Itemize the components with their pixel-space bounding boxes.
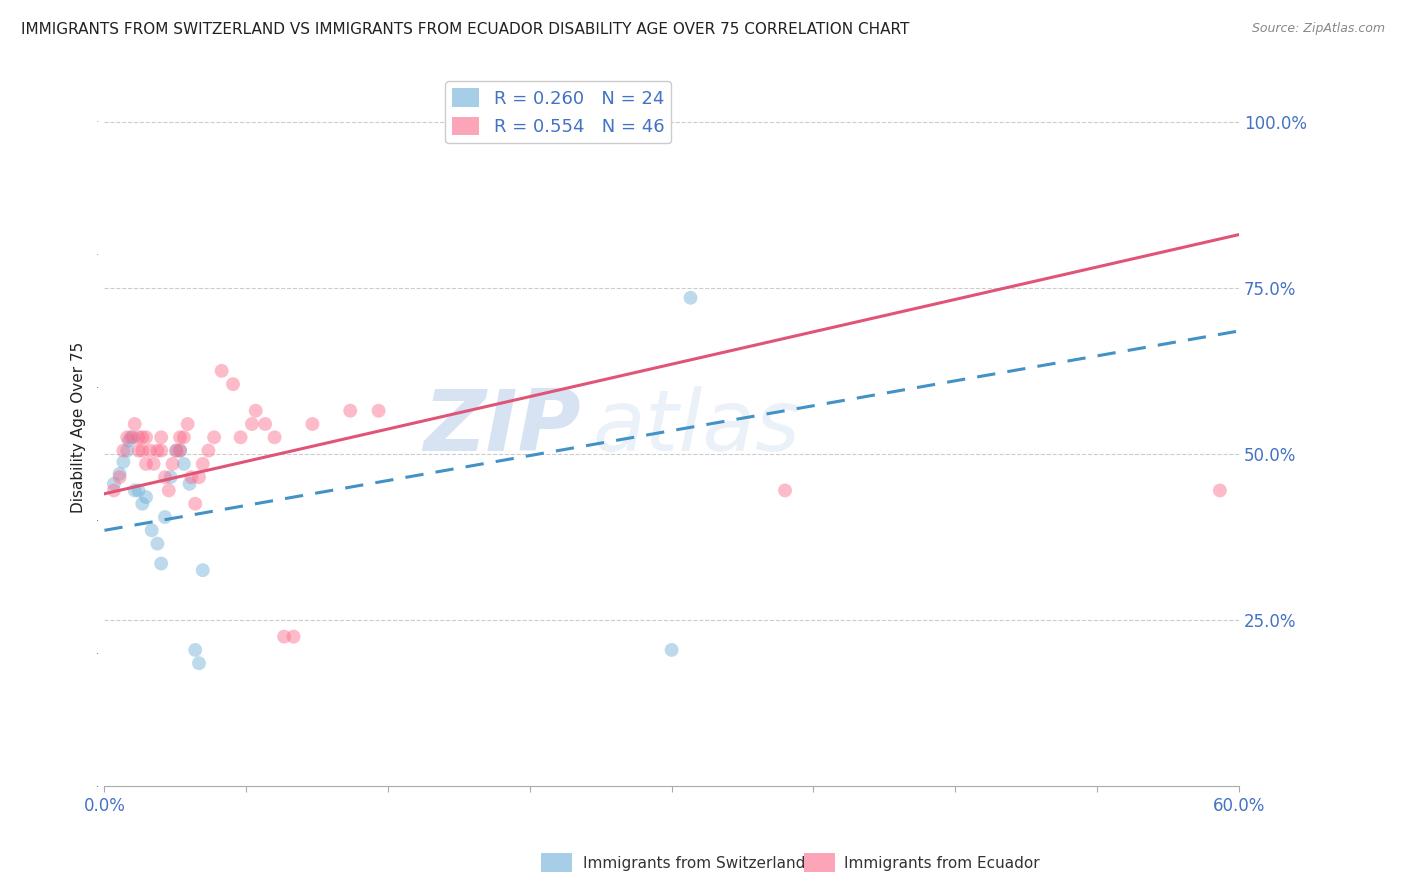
Point — [1209, 483, 1232, 498]
Point — [115, 430, 138, 444]
Point — [162, 457, 184, 471]
Point — [128, 483, 150, 498]
Point — [245, 403, 267, 417]
Point — [176, 417, 198, 431]
Point — [112, 455, 135, 469]
Point — [150, 430, 173, 444]
Point — [131, 443, 153, 458]
Point — [131, 430, 153, 444]
Point — [211, 364, 233, 378]
Point — [103, 476, 125, 491]
Text: atlas: atlas — [592, 386, 800, 469]
Point — [157, 483, 180, 498]
Point — [173, 457, 195, 471]
Point — [202, 430, 225, 444]
Text: Immigrants from Switzerland: Immigrants from Switzerland — [583, 856, 806, 871]
Point — [184, 643, 207, 657]
Point — [135, 457, 157, 471]
Text: IMMIGRANTS FROM SWITZERLAND VS IMMIGRANTS FROM ECUADOR DISABILITY AGE OVER 75 CO: IMMIGRANTS FROM SWITZERLAND VS IMMIGRANT… — [21, 22, 910, 37]
Point — [273, 630, 295, 644]
Point — [135, 490, 157, 504]
Point — [115, 443, 138, 458]
Point — [179, 476, 201, 491]
Point — [173, 430, 195, 444]
Point — [142, 457, 165, 471]
Point — [153, 470, 176, 484]
Point — [191, 457, 214, 471]
Legend: R = 0.260   N = 24, R = 0.554   N = 46: R = 0.260 N = 24, R = 0.554 N = 46 — [444, 81, 672, 144]
Point — [150, 443, 173, 458]
FancyBboxPatch shape — [804, 853, 835, 872]
Point — [108, 467, 131, 481]
Point — [118, 434, 141, 448]
Point — [139, 443, 162, 458]
Text: Immigrants from Ecuador: Immigrants from Ecuador — [844, 856, 1039, 871]
Point — [124, 417, 146, 431]
FancyBboxPatch shape — [541, 853, 572, 872]
Point — [153, 510, 176, 524]
Point — [150, 557, 173, 571]
Point — [240, 417, 263, 431]
Point — [254, 417, 277, 431]
Point — [165, 443, 187, 458]
Point — [188, 657, 211, 671]
Point — [471, 114, 494, 128]
Point — [283, 630, 305, 644]
Point — [188, 470, 211, 484]
Text: ZIP: ZIP — [423, 386, 581, 469]
Point — [367, 403, 389, 417]
Point — [169, 443, 191, 458]
Point — [159, 470, 181, 484]
Point — [661, 643, 683, 657]
Point — [128, 430, 150, 444]
Point — [108, 470, 131, 484]
Point — [146, 443, 169, 458]
Point — [121, 430, 143, 444]
Y-axis label: Disability Age Over 75: Disability Age Over 75 — [72, 342, 86, 513]
Point — [131, 497, 153, 511]
Point — [165, 443, 187, 458]
Point — [124, 483, 146, 498]
Point — [339, 403, 361, 417]
Point — [141, 524, 163, 538]
Point — [222, 377, 245, 392]
Text: Source: ZipAtlas.com: Source: ZipAtlas.com — [1251, 22, 1385, 36]
Point — [197, 443, 219, 458]
Point — [679, 291, 702, 305]
Point — [180, 470, 202, 484]
Point — [301, 417, 323, 431]
Point — [128, 443, 150, 458]
Point — [191, 563, 214, 577]
Point — [263, 430, 285, 444]
Point — [135, 430, 157, 444]
Point — [120, 430, 142, 444]
Point — [169, 430, 191, 444]
Point — [229, 430, 252, 444]
Point — [773, 483, 796, 498]
Point — [112, 443, 135, 458]
Point — [103, 483, 125, 498]
Point — [146, 536, 169, 550]
Point — [169, 443, 191, 458]
Point — [184, 497, 207, 511]
